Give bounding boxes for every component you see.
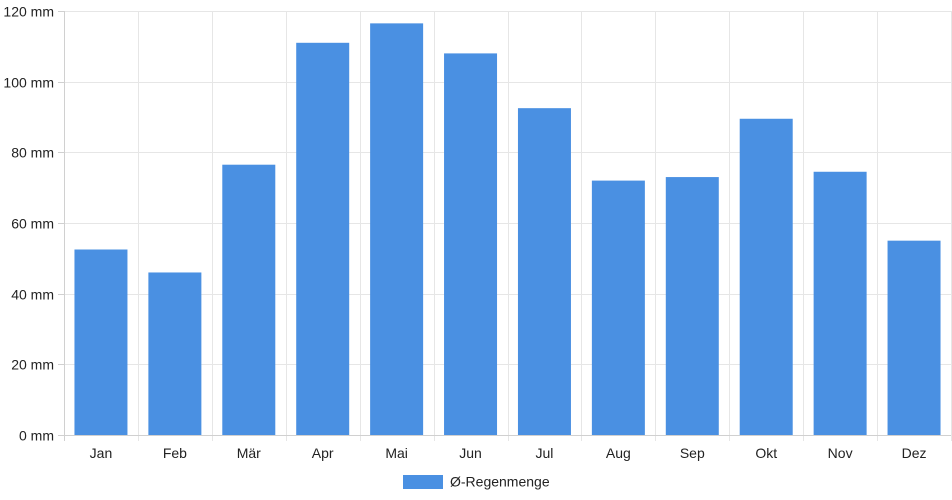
x-tick-label: Okt [755,445,777,461]
bar-Okt[interactable] [739,118,793,436]
bar-Jun[interactable] [444,53,498,436]
y-tick-label: 80 mm [11,145,54,161]
axes [58,11,951,436]
bar-Nov[interactable] [813,171,867,435]
bar-Mär[interactable] [222,164,276,435]
x-tick-label: Apr [312,445,334,461]
x-tick-labels: Jan Feb Mär Apr Mai Jun Jul Aug Sep Okt Nov Dez [90,445,927,461]
y-tick-label: 0 mm [19,428,54,444]
legend-label[interactable]: Ø-Regenmenge [450,474,550,490]
x-tick-label: Jul [536,445,554,461]
x-tick-label: Jun [459,445,482,461]
bar-Dez[interactable] [887,240,941,435]
legend[interactable]: Ø-Regenmenge [403,474,550,490]
bar-Jul[interactable] [517,108,571,436]
x-tick-label: Feb [163,445,187,461]
y-tick-label: 40 mm [11,287,54,303]
y-tick-label: 100 mm [3,75,54,91]
y-tick-label: 120 mm [3,4,54,20]
bar-Sep[interactable] [665,177,719,436]
x-tick-label: Aug [606,445,631,461]
x-tick-label: Jan [90,445,113,461]
x-tick-label: Dez [902,445,927,461]
bar-Apr[interactable] [296,42,350,436]
y-tick-label: 20 mm [11,357,54,373]
grid-lines [64,11,952,441]
y-tick-labels: 0 mm 20 mm 40 mm 60 mm 80 mm 100 mm 120 mm [3,4,54,444]
x-tick-label: Sep [680,445,705,461]
x-tick-label: Mär [237,445,261,461]
bar-Feb[interactable] [148,272,202,435]
y-tick-label: 60 mm [11,216,54,232]
bars [74,23,941,436]
bar-Aug[interactable] [591,180,645,435]
bar-Jan[interactable] [74,249,128,436]
bar-Mai[interactable] [370,23,424,435]
x-tick-label: Mai [385,445,408,461]
legend-swatch[interactable] [403,475,443,489]
x-tick-label: Nov [828,445,853,461]
